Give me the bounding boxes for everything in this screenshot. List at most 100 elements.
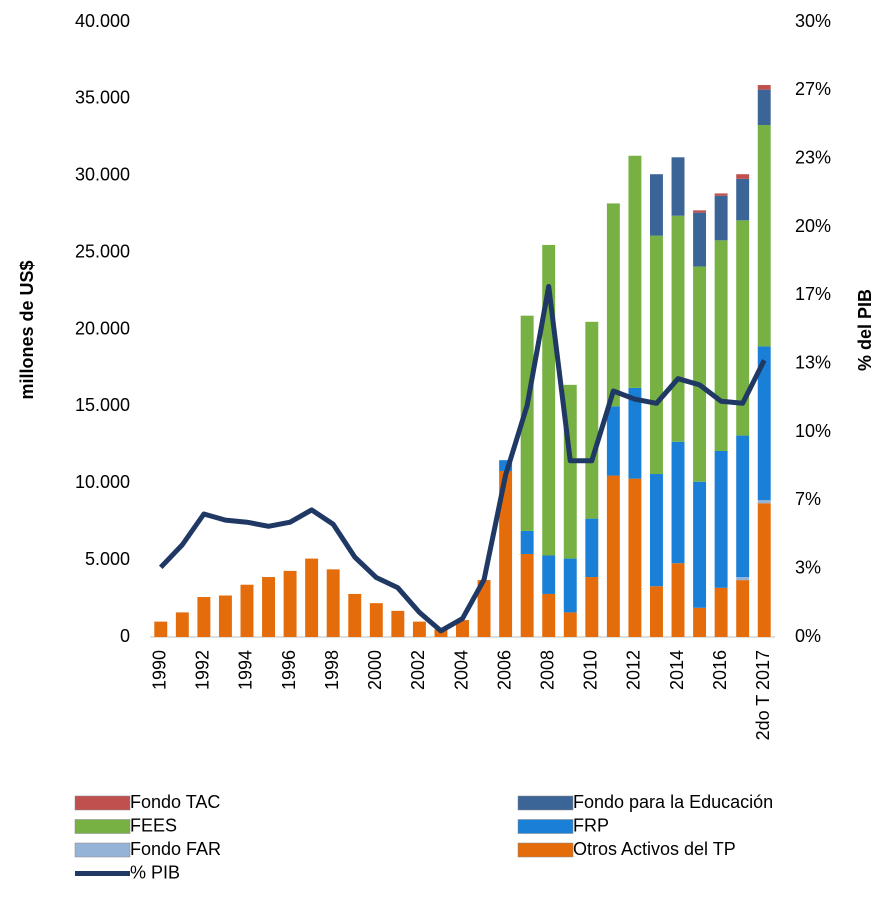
legend-swatch [517,819,574,834]
bar-segment [693,607,707,637]
bar-segment [563,612,577,637]
bar-segment [736,435,750,578]
legend-label: FRP [573,815,609,835]
bar-segment [606,203,620,407]
bar-segment [563,558,577,613]
y-tick-label: 5.000 [85,549,130,569]
bar-segment [757,500,771,504]
bar-segment [326,569,340,637]
bar-segment [154,621,168,637]
bar-segment [628,155,642,388]
y2-tick-label: 3% [795,557,821,577]
bar-segment [585,321,599,519]
bar-segment [542,555,556,594]
x-tick-label: 1996 [279,650,299,690]
x-tick-label: 2do T 2017 [753,650,773,740]
bar-segment [283,570,297,637]
legend-label: FEES [130,815,177,835]
bar-segment [693,481,707,608]
bar-segment [736,220,750,436]
bar-segment [650,474,663,587]
bar-segment [714,193,728,196]
y2-tick-label: 30% [795,11,831,31]
y2-tick-label: 20% [795,216,831,236]
y-tick-label: 0 [120,626,130,646]
y2-tick-label: 10% [795,421,831,441]
x-tick-label: 2008 [537,650,557,690]
bar-segment [606,406,620,476]
x-tick-label: 2004 [451,650,471,690]
bar-segment [736,577,750,581]
x-tick-label: 2002 [408,650,428,690]
bar-segment [348,593,362,637]
bar-segment [520,553,534,637]
bar-segment [736,580,750,637]
bar-segment [218,595,232,637]
bar-segment [175,612,189,637]
bar-segment [693,210,707,213]
bar-segment [305,558,319,637]
bar-segment [714,195,728,241]
legend-swatch [517,795,574,811]
bar-segment [671,157,685,216]
y-axis-label: millones de US$ [17,260,37,399]
bar-segment [456,620,469,637]
y2-tick-label: 0% [795,626,821,646]
bar-segment [542,593,556,637]
legend-label: Fondo para la Educación [573,792,773,812]
bar-segment [736,178,750,221]
y-tick-label: 40.000 [75,11,130,31]
bar-segment [757,125,771,347]
x-tick-label: 2006 [494,650,514,690]
bar-segment [757,89,771,126]
bar-segment [757,85,771,90]
legend-label: Fondo TAC [130,792,220,812]
y2-tick-label: 13% [795,352,831,372]
bar-segment [671,215,685,442]
x-tick-label: 2014 [667,650,687,690]
line-series [158,283,767,634]
x-tick-label: 2016 [710,650,730,690]
y-tick-label: 25.000 [75,241,130,261]
bar-segment [650,586,663,637]
bar-segment [671,563,685,637]
legend-swatch [74,819,131,834]
bar-segment [650,174,663,236]
y-tick-label: 10.000 [75,472,130,492]
y-tick-label: 35.000 [75,88,130,108]
bar-segment [606,475,620,637]
y-tick-label: 30.000 [75,165,130,185]
bar-segment [757,346,771,501]
bar-segment [520,530,534,554]
y2-tick-label: 17% [795,284,831,304]
bar-segment [477,580,491,637]
x-tick-label: 1998 [322,650,342,690]
bar-segment [736,174,750,179]
x-tick-label: 2010 [581,650,601,690]
bar-segment [197,597,211,637]
y2-tick-label: 23% [795,147,831,167]
bar-segment [585,518,599,578]
x-tick-label: 1992 [193,650,213,690]
bar-segment [262,577,275,637]
bar-segment [714,240,728,451]
legend-label: Otros Activos del TP [573,839,736,859]
x-tick-label: 2000 [365,650,385,690]
bar-segment [585,577,599,637]
bar-segment [757,503,771,637]
x-tick-label: 1990 [150,650,170,690]
y-tick-label: 15.000 [75,395,130,415]
bar-segment [650,235,663,475]
bar-segment [520,315,534,531]
legend-swatch [517,842,574,858]
bar-segment [693,266,707,482]
y-tick-label: 20.000 [75,318,130,338]
bar-segment [714,587,728,637]
legend-swatch [74,795,131,811]
bar-segment [412,621,426,637]
y2-tick-label: 7% [795,489,821,509]
legend-label: % PIB [130,862,180,882]
y2-axis-label: % del PIB [855,289,875,371]
bar-segment [714,450,728,588]
